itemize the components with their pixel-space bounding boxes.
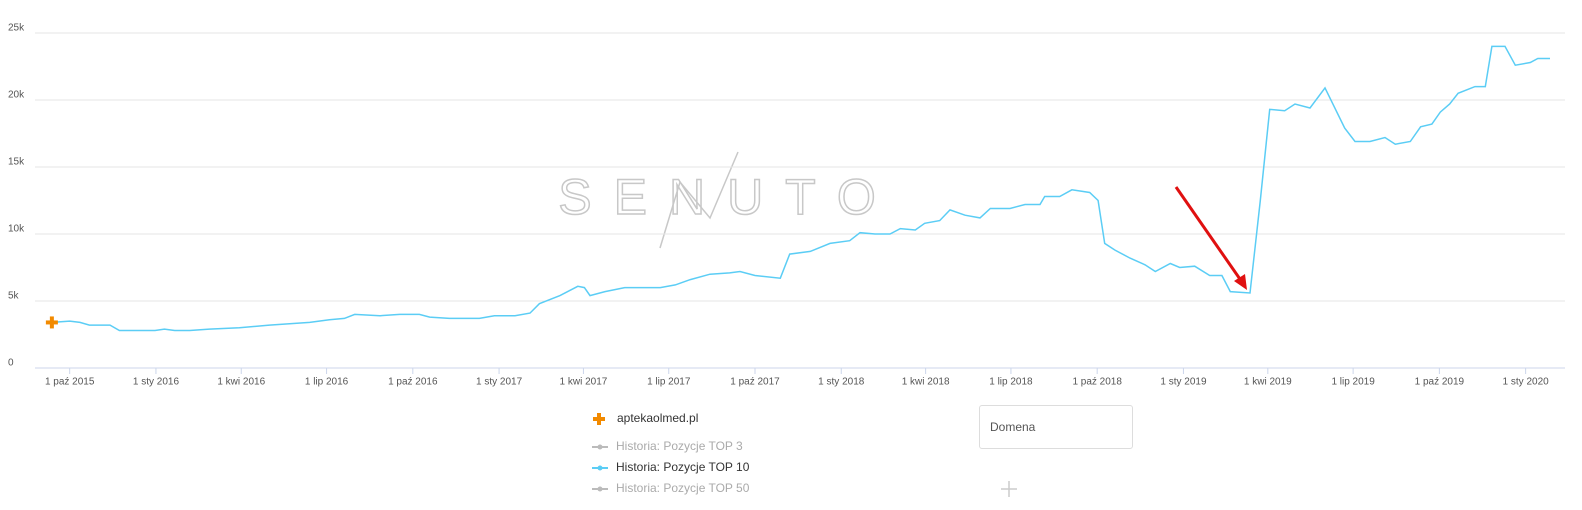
x-tick-label: 1 sty 2019 [1160,377,1207,388]
x-tick-label: 1 paź 2016 [388,377,438,388]
x-tick-label: 1 paź 2017 [730,377,780,388]
domain-marker [49,316,54,329]
y-tick-label: 0 [8,358,14,369]
x-tick-label: 1 lip 2017 [647,377,691,388]
x-tick-label: 1 kwi 2016 [217,377,265,388]
x-tick-label: 1 paź 2019 [1415,377,1465,388]
x-tick-label: 1 lip 2018 [989,377,1033,388]
annotation-arrow [1174,186,1244,283]
y-tick-label: 5k [8,291,20,302]
legend-swatch-dot [597,465,603,471]
y-tick-label: 10k [8,224,25,235]
legend-domain-icon [597,413,601,425]
x-tick-label: 1 sty 2017 [476,377,523,388]
data-line [51,45,1550,332]
x-tick-label: 1 sty 2018 [818,377,865,388]
x-tick-label: 1 kwi 2017 [560,377,608,388]
legend-swatch-dot [597,486,603,492]
legend-domain: aptekaolmed.pl [617,411,698,425]
x-tick-label: 1 kwi 2019 [1244,377,1292,388]
legend-item[interactable]: Historia: Pozycje TOP 3 [616,439,743,453]
legend-swatch-dot [597,444,603,450]
legend-item[interactable]: Historia: Pozycje TOP 10 [616,460,750,474]
x-tick-label: 1 sty 2016 [133,377,180,388]
x-tick-label: 1 lip 2019 [1331,377,1375,388]
y-tick-label: 25k [8,23,25,34]
watermark-stroke [659,151,739,249]
add-icon[interactable] [1001,481,1017,497]
x-tick-label: 1 paź 2018 [1072,377,1122,388]
y-tick-label: 15k [8,157,25,168]
x-tick-label: 1 kwi 2018 [902,377,950,388]
watermark: SENUTO [558,169,897,225]
y-tick-label: 20k [8,90,25,101]
domain-input[interactable]: Domena [979,405,1133,449]
x-tick-label: 1 paź 2015 [45,377,95,388]
x-tick-label: 1 sty 2020 [1503,377,1550,388]
legend-item[interactable]: Historia: Pozycje TOP 50 [616,481,750,495]
x-tick-label: 1 lip 2016 [305,377,349,388]
annotation-arrowhead [1234,274,1247,290]
